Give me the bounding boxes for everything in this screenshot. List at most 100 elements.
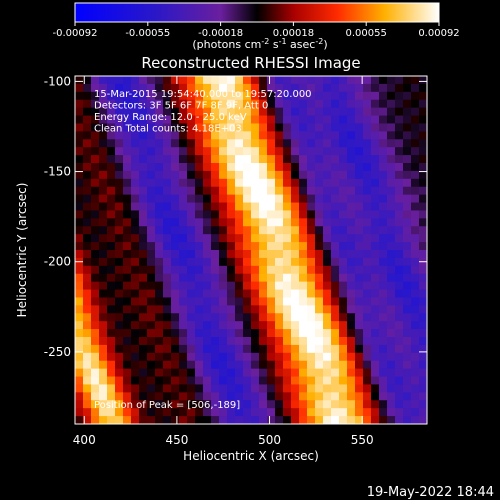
heatmap-cell bbox=[243, 202, 252, 212]
heatmap-cell bbox=[403, 305, 412, 314]
heatmap-cell bbox=[83, 186, 92, 196]
heatmap-cell bbox=[115, 218, 124, 227]
heatmap-cell bbox=[259, 352, 268, 362]
heatmap-cell bbox=[403, 416, 412, 424]
heatmap-cell bbox=[123, 368, 132, 378]
heatmap-cell bbox=[395, 376, 404, 386]
heatmap-cell bbox=[91, 250, 100, 259]
heatmap-cell bbox=[267, 257, 276, 267]
heatmap-cell bbox=[139, 376, 148, 386]
heatmap-cell bbox=[299, 147, 308, 156]
heatmap-cell bbox=[195, 155, 204, 164]
heatmap-cell bbox=[99, 392, 108, 401]
heatmap-cell bbox=[83, 273, 92, 283]
heatmap-cell bbox=[251, 131, 260, 140]
heatmap-cell bbox=[115, 281, 124, 291]
heatmap-cell bbox=[171, 392, 180, 401]
heatmap-cell bbox=[163, 155, 172, 164]
heatmap-cell bbox=[395, 163, 404, 172]
heatmap-cell bbox=[299, 384, 308, 393]
heatmap-cell bbox=[355, 76, 364, 85]
heatmap-cell bbox=[299, 155, 308, 164]
heatmap-cell bbox=[179, 99, 188, 109]
heatmap-cell bbox=[275, 281, 284, 291]
heatmap-cell bbox=[91, 297, 100, 306]
heatmap-cell bbox=[411, 281, 420, 291]
heatmap-cell bbox=[235, 115, 244, 125]
heatmap-cell bbox=[227, 107, 236, 117]
heatmap-cell bbox=[107, 281, 116, 291]
heatmap-cell bbox=[83, 329, 92, 338]
heatmap-cell bbox=[403, 313, 412, 322]
heatmap-cell bbox=[395, 194, 404, 204]
heatmap-cell bbox=[179, 281, 188, 291]
heatmap-cell bbox=[187, 155, 196, 164]
heatmap-cell bbox=[347, 297, 356, 306]
heatmap-cell bbox=[275, 337, 284, 346]
heatmap-cell bbox=[155, 376, 164, 386]
heatmap-cell bbox=[155, 83, 164, 93]
heatmap-cell bbox=[395, 107, 404, 117]
heatmap-cell bbox=[147, 170, 156, 180]
heatmap-cell bbox=[283, 163, 292, 172]
heatmap-cell bbox=[363, 83, 372, 93]
heatmap-cell bbox=[75, 99, 84, 109]
heatmap-cell bbox=[83, 360, 92, 370]
heatmap-cell bbox=[155, 178, 164, 188]
heatmap-cell bbox=[235, 202, 244, 212]
heatmap-cell bbox=[99, 218, 108, 227]
heatmap-cell bbox=[339, 321, 348, 330]
heatmap-cell bbox=[131, 218, 140, 227]
heatmap-cell bbox=[179, 76, 188, 85]
heatmap-cell bbox=[227, 178, 236, 188]
heatmap-cell bbox=[75, 91, 84, 101]
heatmap-cell bbox=[227, 408, 236, 417]
heatmap-cell bbox=[395, 123, 404, 132]
heatmap-cell bbox=[147, 123, 156, 132]
heatmap-cell bbox=[267, 250, 276, 259]
heatmap-cell bbox=[195, 139, 204, 148]
heatmap-cell bbox=[307, 107, 316, 117]
heatmap-cell bbox=[339, 99, 348, 109]
heatmap-cell bbox=[99, 123, 108, 132]
heatmap-cell bbox=[171, 368, 180, 378]
heatmap-cell bbox=[139, 178, 148, 188]
heatmap-cell bbox=[259, 178, 268, 188]
heatmap-cell bbox=[299, 226, 308, 235]
heatmap-cell bbox=[227, 218, 236, 227]
heatmap-cell bbox=[91, 178, 100, 188]
heatmap-cell bbox=[203, 273, 212, 283]
heatmap-cell bbox=[219, 139, 228, 148]
heatmap-cell bbox=[283, 273, 292, 283]
heatmap-cell bbox=[291, 91, 300, 101]
heatmap-cell bbox=[227, 155, 236, 164]
heatmap-cell bbox=[315, 139, 324, 148]
heatmap-cell bbox=[363, 115, 372, 125]
heatmap-cell bbox=[275, 257, 284, 267]
heatmap-cell bbox=[283, 352, 292, 362]
heatmap-cell bbox=[251, 392, 260, 401]
heatmap-cell bbox=[147, 202, 156, 212]
heatmap-cell bbox=[371, 83, 380, 93]
heatmap-cell bbox=[339, 360, 348, 370]
heatmap-cell bbox=[211, 234, 220, 243]
heatmap-cell bbox=[363, 400, 372, 409]
heatmap-cell bbox=[387, 376, 396, 386]
heatmap-cell bbox=[331, 297, 340, 306]
heatmap-cell bbox=[107, 210, 116, 219]
heatmap-cell bbox=[387, 321, 396, 330]
heatmap-cell bbox=[387, 337, 396, 346]
heatmap-cell bbox=[291, 210, 300, 219]
heatmap-cell bbox=[243, 250, 252, 259]
heatmap-cell bbox=[139, 234, 148, 243]
heatmap-cell bbox=[139, 242, 148, 251]
heatmap-cell bbox=[403, 131, 412, 140]
heatmap-cell bbox=[275, 265, 284, 275]
heatmap-cell bbox=[387, 400, 396, 409]
heatmap-cell bbox=[283, 344, 292, 354]
heatmap-cell bbox=[339, 400, 348, 409]
heatmap-cell bbox=[275, 360, 284, 370]
heatmap-cell bbox=[235, 131, 244, 140]
heatmap-cell bbox=[299, 273, 308, 283]
heatmap-cell bbox=[115, 368, 124, 378]
